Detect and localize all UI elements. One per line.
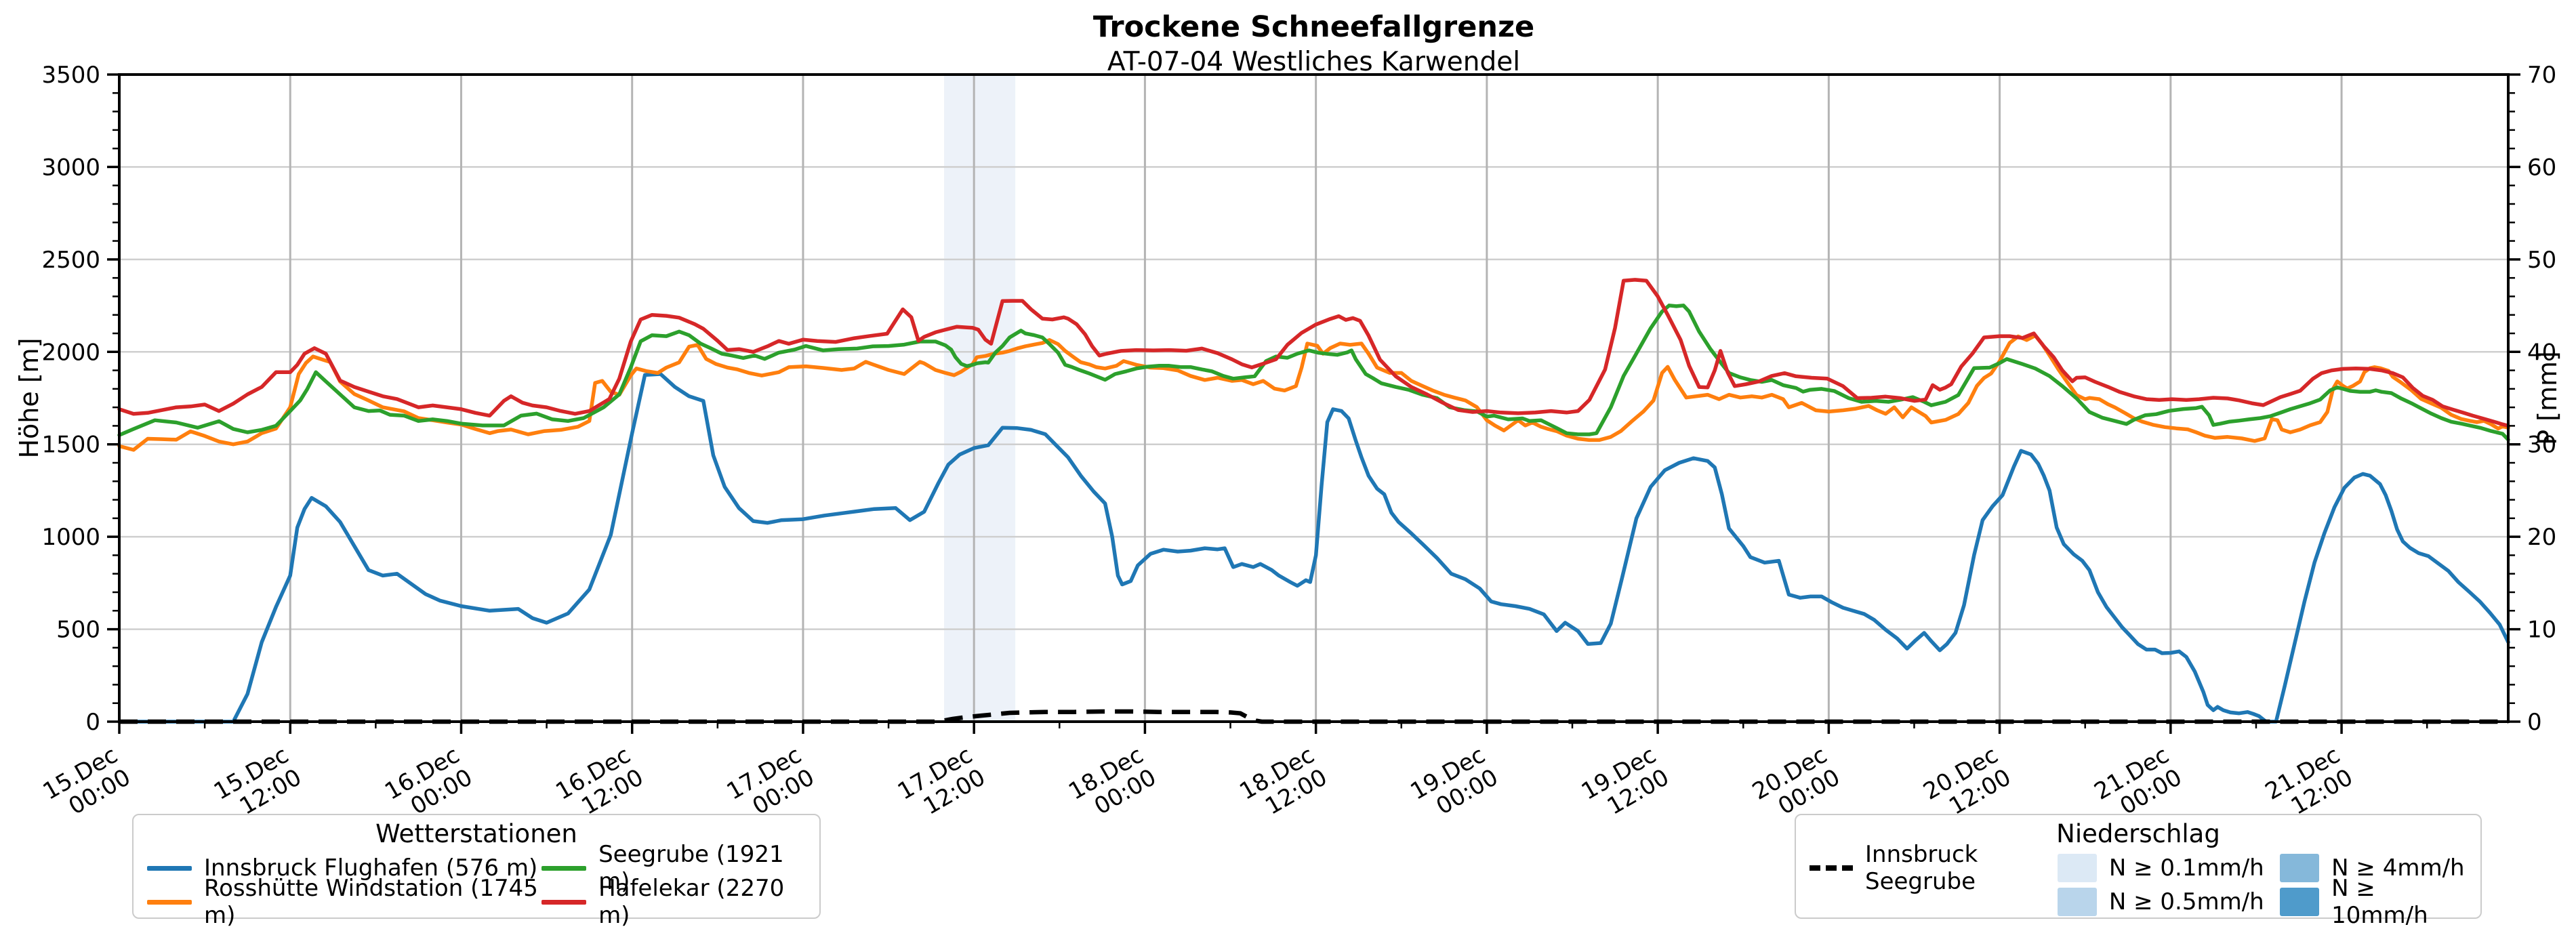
legend-label: Rosshütte Windstation (1745 m): [204, 875, 538, 929]
line-swatch-orange-icon: [147, 899, 192, 905]
y-left-tick-label: 3000: [41, 154, 100, 181]
x-tick-label: 19.Dec00:00: [1406, 741, 1503, 827]
x-tick-label: 15.Dec00:00: [39, 741, 136, 827]
y-right-tick-label: 40: [2527, 339, 2556, 366]
y-left-tick-label: 2500: [41, 247, 100, 274]
y-left-tick-label: 0: [85, 709, 100, 736]
patch-swatch-n01-icon: [2057, 854, 2097, 882]
y-right-tick-label: 60: [2527, 154, 2556, 181]
x-tick-label: 19.Dec12:00: [1577, 741, 1674, 827]
y-right-tick-label: 50: [2527, 247, 2556, 274]
x-tick-label: 18.Dec00:00: [1064, 741, 1161, 827]
legend-item-n05: N ≥ 0.5mm/h: [2057, 885, 2280, 919]
title-block: Trockene Schneefallgrenze AT-07-04 Westl…: [119, 9, 2508, 79]
chart-subtitle: AT-07-04 Westliches Karwendel: [1107, 46, 1521, 77]
y-right-tick-label: 70: [2527, 62, 2556, 89]
dashed-line-swatch-icon: [1810, 865, 1853, 871]
y-left-tick-label: 1000: [41, 524, 100, 551]
legend-label: Innsbruck Flughafen (576 m): [204, 854, 538, 882]
patch-swatch-n05-icon: [2057, 888, 2097, 916]
y-right-tick-label: 30: [2527, 432, 2556, 459]
y-left-tick-label: 2000: [41, 339, 100, 366]
legend-label: N ≥ 0.5mm/h: [2108, 888, 2264, 915]
legend-label: N ≥ 10mm/h: [2331, 875, 2428, 929]
legend-item-rosshuette: Rosshütte Windstation (1745 m): [147, 875, 541, 929]
legend-item-hafelekar: Hafelekar (2270 m): [541, 875, 806, 929]
legend-label: N ≥ 0.1mm/h: [2108, 854, 2264, 882]
y-right-tick-label: 10: [2527, 617, 2556, 644]
line-swatch-red-icon: [541, 899, 587, 905]
legend-label: Innsbruck Seegrube: [1865, 841, 1978, 895]
y-axis-label-left: Höhe [m]: [14, 337, 44, 458]
legend-label: Hafelekar (2270 m): [598, 875, 785, 929]
y-left-tick-label: 3500: [41, 62, 100, 89]
series-line-innsbruck-seegrube-precip: [119, 709, 2508, 724]
legend-wetterstationen: Wetterstationen Innsbruck Flughafen (576…: [132, 814, 821, 929]
series-line-seegrube: [117, 304, 2510, 442]
legend-item-innsbruck-seegrube: Innsbruck Seegrube: [1810, 841, 2058, 895]
legend-label: Seegrube (1921 m): [598, 841, 784, 895]
patch-swatch-n4-icon: [2280, 854, 2320, 882]
chart-title: Trockene Schneefallgrenze: [1092, 10, 1535, 44]
y-left-tick-label: 1500: [41, 432, 100, 459]
legend-label: N ≥ 4mm/h: [2331, 854, 2465, 882]
legend-niederschlag-title: Niederschlag: [2056, 819, 2220, 848]
legend-item-n01: N ≥ 0.1mm/h: [2057, 851, 2280, 885]
y-right-tick-label: 0: [2527, 709, 2542, 736]
legend-niederschlag: Niederschlag Innsbruck Seegrube N ≥ 0.1m…: [1795, 814, 2482, 929]
x-tick-label: 17.Dec12:00: [893, 741, 990, 827]
legend-item-n4: N ≥ 4mm/h: [2280, 851, 2467, 885]
x-tick-label: 18.Dec12:00: [1235, 741, 1332, 827]
line-swatch-blue-icon: [147, 865, 192, 871]
precip-intensity-band: [944, 75, 1016, 722]
y-left-tick-label: 500: [56, 617, 100, 644]
legend-item-seegrube: Seegrube (1921 m): [541, 841, 806, 895]
legend-wetterstationen-title: Wetterstationen: [375, 819, 577, 848]
series-line-innsbruck-flughafen: [117, 372, 2510, 724]
line-swatch-green-icon: [541, 865, 587, 871]
patch-swatch-n10-icon: [2280, 888, 2320, 916]
legend-item-innsbruck-flughafen: Innsbruck Flughafen (576 m): [147, 851, 541, 885]
series-line-hafelekar: [117, 278, 2510, 428]
legend-item-n10: N ≥ 10mm/h: [2280, 875, 2467, 929]
y-right-tick-label: 20: [2527, 524, 2556, 551]
y-axis-label-right: P [mm]: [2533, 351, 2562, 445]
